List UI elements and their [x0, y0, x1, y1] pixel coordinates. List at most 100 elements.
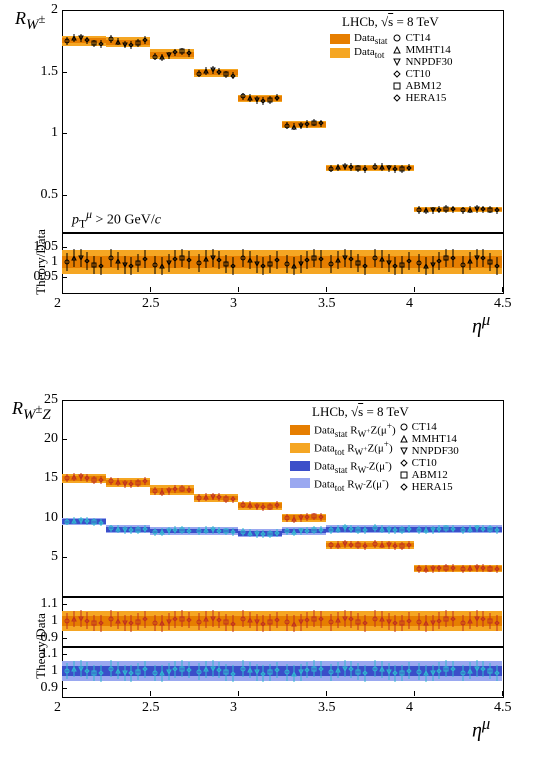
theory-point — [274, 667, 280, 673]
theory-point — [304, 121, 310, 127]
theory-point — [318, 527, 324, 533]
theory-point — [135, 480, 141, 486]
xtick-label: 3.5 — [318, 296, 336, 312]
theory-point — [291, 263, 297, 269]
theory-point — [450, 255, 456, 261]
theory-point — [115, 526, 121, 532]
ytick-label: 2 — [51, 2, 58, 18]
theory-point — [159, 263, 165, 269]
theory-point — [480, 526, 486, 532]
theory-point — [260, 504, 266, 510]
ytick-label: 1 — [51, 125, 58, 141]
theory-point — [460, 670, 466, 676]
theory-point — [230, 621, 236, 627]
theory-point — [128, 670, 134, 676]
theory-point — [240, 529, 246, 535]
theory-point — [379, 256, 385, 262]
theory-point — [355, 260, 361, 266]
theory-point — [372, 255, 378, 261]
theory-point — [436, 207, 442, 213]
theory-point — [152, 670, 158, 676]
theory-point — [291, 621, 297, 627]
theory-point — [474, 666, 480, 672]
ytick-label: 1 — [51, 663, 58, 679]
theory-point — [247, 667, 253, 673]
theory-point — [379, 164, 385, 170]
theory-point — [98, 263, 104, 269]
theory-point — [335, 164, 341, 170]
theory-point — [430, 527, 436, 533]
theory-point — [267, 669, 273, 675]
theory-point — [196, 71, 202, 77]
legend: DatastatDatatotCT14MMHT14NNPDF30CT10ABM1… — [330, 32, 453, 104]
theory-point — [291, 529, 297, 535]
theory-point — [128, 527, 134, 533]
theory-point — [342, 255, 348, 261]
xtick-label: 4.5 — [494, 700, 512, 716]
theory-point — [108, 255, 114, 261]
theory-point — [335, 667, 341, 673]
theory-point — [348, 526, 354, 532]
theory-point — [223, 261, 229, 267]
ytick-label: 5 — [51, 549, 58, 565]
theory-point — [98, 670, 104, 676]
theory-point — [159, 489, 165, 495]
ytick-label: 1 — [51, 254, 58, 270]
theory-point — [84, 258, 90, 264]
theory-point — [122, 670, 128, 676]
theory-point — [311, 120, 317, 126]
theory-point — [355, 542, 361, 548]
theory-point — [71, 35, 77, 41]
theory-point — [372, 164, 378, 170]
theory-point — [186, 667, 192, 673]
theory-point — [362, 263, 368, 269]
theory-point — [355, 527, 361, 533]
theory-point — [128, 263, 134, 269]
figure-container: 0.511.52RW±pTμ > 20 GeV/cLHCb, √s = 8 Te… — [0, 0, 536, 774]
theory-point — [328, 619, 334, 625]
theory-point — [152, 488, 158, 494]
theory-point — [430, 620, 436, 626]
theory-point — [179, 527, 185, 533]
y-axis-label: RW± — [15, 8, 45, 34]
xtick-label: 2 — [54, 700, 61, 716]
theory-point — [284, 515, 290, 521]
theory-point — [267, 531, 273, 537]
theory-point — [128, 620, 134, 626]
theory-point — [84, 668, 90, 674]
theory-point — [291, 671, 297, 677]
theory-point — [230, 263, 236, 269]
theory-point — [399, 527, 405, 533]
ratio-y-axis-label: Theory/Data — [33, 613, 49, 679]
theory-point — [355, 165, 361, 171]
theory-point — [196, 260, 202, 266]
theory-point — [480, 255, 486, 261]
theory-point — [386, 165, 392, 171]
theory-point — [450, 616, 456, 622]
theory-point — [487, 526, 493, 532]
theory-point — [474, 565, 480, 571]
theory-point — [210, 616, 216, 622]
theory-point — [460, 527, 466, 533]
theory-point — [328, 542, 334, 548]
theory-point — [152, 54, 158, 60]
xtick-label: 4 — [406, 296, 413, 312]
theory-point — [392, 527, 398, 533]
theory-point — [328, 166, 334, 172]
theory-point — [216, 528, 222, 534]
theory-point — [91, 670, 97, 676]
xtick-label: 2 — [54, 296, 61, 312]
theory-point — [186, 487, 192, 493]
theory-point — [318, 120, 324, 126]
legend: Datastat RW+Z(μ+)Datatot RW+Z(μ+)Datasta… — [290, 421, 459, 493]
theory-point — [203, 616, 209, 622]
theory-point — [311, 255, 317, 261]
theory-point — [203, 256, 209, 262]
theory-point — [284, 261, 290, 267]
theory-point — [142, 666, 148, 672]
theory-point — [399, 262, 405, 268]
theory-point — [210, 666, 216, 672]
theory-point — [379, 526, 385, 532]
theory-point — [443, 255, 449, 261]
theory-point — [108, 525, 114, 531]
